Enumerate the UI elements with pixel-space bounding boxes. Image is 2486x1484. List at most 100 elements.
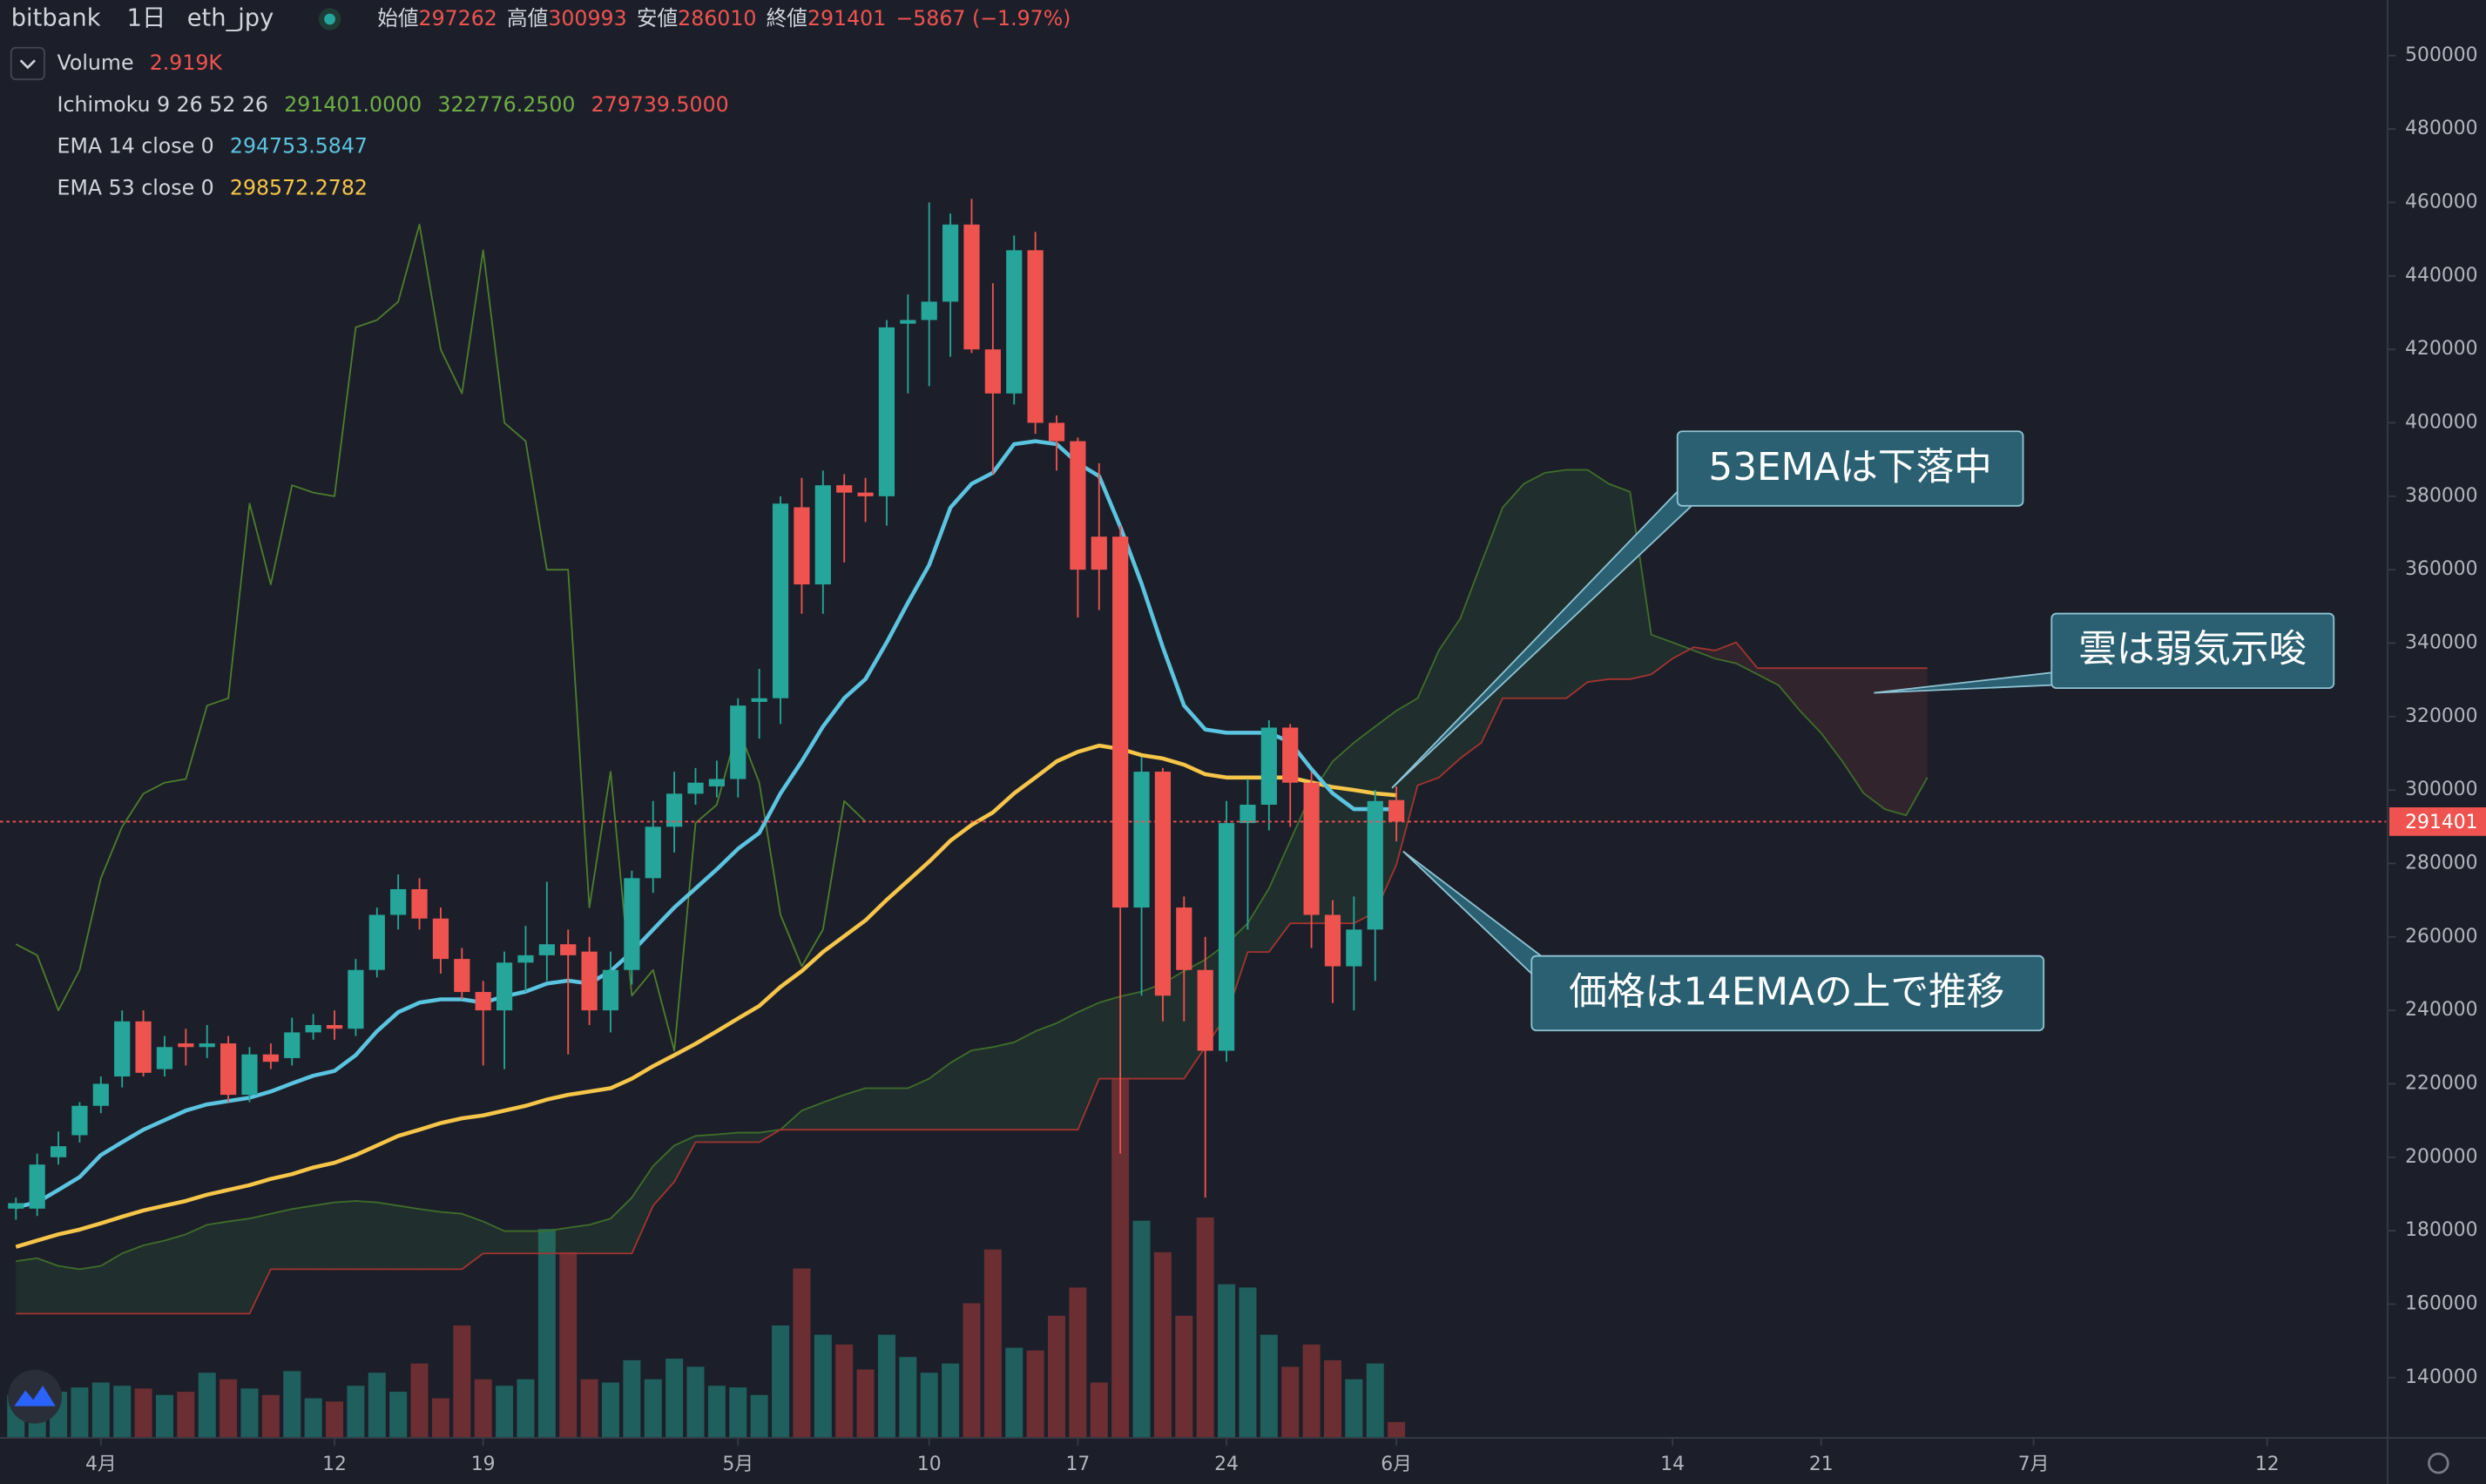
cloud-segment — [313, 1202, 335, 1270]
volume-bar — [601, 1382, 619, 1439]
cloud-segment — [1120, 991, 1142, 1079]
cloud-segment — [1141, 983, 1163, 1079]
cloud-segment — [738, 1132, 760, 1143]
last-price-tag — [2388, 807, 2486, 836]
candle-body — [1070, 441, 1086, 570]
symbol[interactable]: eth_jpy — [187, 5, 274, 32]
logo-badge[interactable] — [8, 1369, 62, 1424]
candle-body — [1260, 727, 1277, 806]
volume-bar — [623, 1359, 641, 1439]
cloud-segment — [398, 1205, 420, 1270]
leading-span-a — [16, 469, 1929, 1271]
x-tick-label: 12 — [322, 1454, 347, 1475]
volume-bar — [1388, 1421, 1406, 1439]
volume-bar — [1153, 1251, 1172, 1439]
candle-body — [8, 1203, 24, 1209]
cloud-segment — [1757, 668, 1780, 685]
y-tick-label: 420000 — [2405, 338, 2477, 360]
cloud-segment — [1566, 469, 1588, 698]
collapse-button[interactable] — [10, 46, 45, 81]
interval[interactable]: 1日 — [127, 5, 166, 32]
cloud-segment — [1608, 483, 1631, 679]
candle-body — [305, 1025, 321, 1033]
candle-body — [1091, 536, 1107, 570]
indicator-value: 294753.5847 — [230, 133, 368, 158]
y-tick-label: 300000 — [2405, 779, 2477, 800]
indicator-name: EMA 53 close 0 — [57, 175, 214, 199]
candle-body — [114, 1021, 131, 1077]
y-tick-label: 440000 — [2405, 265, 2477, 287]
volume-bar — [707, 1386, 726, 1439]
indicator-name: Ichimoku 9 26 52 26 — [57, 91, 268, 116]
candle-body — [963, 224, 980, 350]
volume-bar — [772, 1325, 790, 1439]
candle-body — [1240, 805, 1256, 824]
candle-body — [1197, 969, 1213, 1051]
cloud-segment — [865, 1088, 887, 1130]
candle-body — [135, 1021, 152, 1073]
callout-text: 価格は14EMAの上で推移 — [1569, 969, 2004, 1014]
cloud-segment — [1821, 668, 1843, 762]
exchange: bitbank — [11, 5, 101, 32]
volume-bar — [1005, 1347, 1023, 1439]
cloud-segment — [1057, 1012, 1078, 1130]
x-tick-label: 10 — [917, 1454, 942, 1475]
y-tick-label: 400000 — [2405, 412, 2477, 434]
volume-bar — [1302, 1344, 1321, 1439]
cloud-segment — [652, 1145, 675, 1206]
candle-body — [602, 969, 619, 1011]
candle-body — [326, 1025, 343, 1029]
cloud-segment — [1523, 472, 1545, 698]
candle-body — [624, 878, 640, 970]
x-tick-label: 19 — [471, 1454, 496, 1475]
y-tick-label: 160000 — [2405, 1292, 2477, 1314]
candle-body — [1006, 250, 1023, 394]
volume-bar — [686, 1366, 705, 1439]
cloud-segment — [16, 1258, 37, 1314]
volume-bar — [793, 1268, 811, 1439]
volume-bar — [453, 1325, 471, 1439]
indicator-value: 279739.5000 — [591, 91, 729, 116]
indicator-name: EMA 14 close 0 — [57, 133, 214, 158]
candle-body — [50, 1146, 67, 1157]
volume-bar — [389, 1392, 408, 1439]
y-tick-label: 260000 — [2405, 926, 2477, 948]
cloud-segment — [37, 1258, 59, 1314]
volume-bar — [347, 1386, 365, 1439]
cloud-segment — [1417, 650, 1439, 786]
volume-bar — [1111, 1077, 1130, 1439]
cloud-segment — [58, 1265, 80, 1314]
candle-body — [666, 793, 683, 827]
y-tick-label: 200000 — [2405, 1146, 2477, 1168]
volume-bar — [1345, 1379, 1363, 1439]
indicator-value: 2.919K — [150, 50, 224, 74]
x-tick-label: 24 — [1214, 1454, 1239, 1475]
cloud-segment — [568, 1224, 590, 1254]
volume-bar — [1260, 1334, 1278, 1439]
candle-body — [199, 1043, 215, 1048]
volume-bar — [431, 1398, 449, 1439]
change: −5867 (−1.97%) — [895, 6, 1071, 30]
volume-bar — [537, 1229, 556, 1439]
cloud-segment — [1098, 996, 1121, 1079]
y-tick-label: 460000 — [2405, 192, 2477, 213]
indicator-value: 298572.2782 — [230, 175, 368, 199]
cloud-segment — [759, 1130, 781, 1143]
candle-body — [900, 320, 916, 324]
cloud-segment — [1077, 1002, 1099, 1130]
cloud-segment — [1247, 888, 1269, 953]
candle-body — [1027, 250, 1044, 423]
cloud-segment — [1332, 742, 1354, 924]
candle-body — [241, 1054, 258, 1096]
volume-bar — [326, 1401, 344, 1439]
cloud-segment — [79, 1265, 101, 1314]
volume-bar — [814, 1334, 832, 1439]
candle-body — [432, 918, 449, 960]
candle-body — [454, 959, 470, 993]
cloud-segment — [886, 1088, 909, 1130]
candle-body — [1048, 422, 1065, 442]
volume-bar — [580, 1379, 598, 1439]
settings-icon[interactable] — [2428, 1452, 2449, 1474]
volume-bar — [899, 1357, 917, 1439]
